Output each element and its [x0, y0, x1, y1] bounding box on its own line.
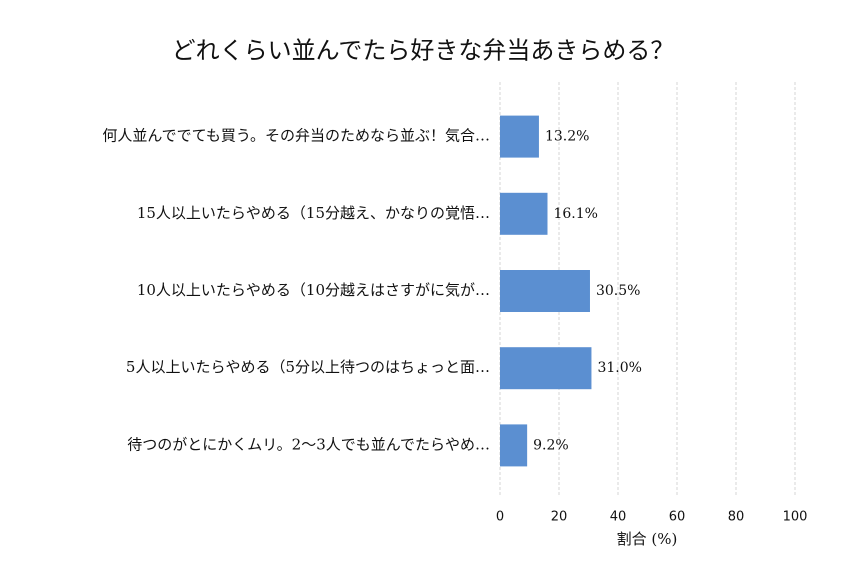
- x-axis-label: 割合 (%): [617, 530, 678, 548]
- x-tick-label: 80: [728, 510, 745, 525]
- x-tick-label: 40: [610, 510, 627, 525]
- y-tick-label: 10人以上いたらやめる（10分越えはさすがに気が…: [137, 281, 490, 299]
- chart-title: どれくらい並んでたら好きな弁当あきらめる？: [172, 37, 675, 65]
- y-tick-label: 何人並んででても買う。その弁当のためなら並ぶ！気合…: [102, 127, 490, 145]
- value-label: 16.1%: [553, 206, 597, 222]
- value-label: 9.2%: [533, 437, 569, 453]
- x-tick-label: 0: [496, 510, 504, 525]
- bar: [500, 424, 528, 467]
- y-tick-label: 5人以上いたらやめる（5分以上待つのはちょっと面…: [126, 358, 490, 376]
- value-label: 30.5%: [596, 283, 640, 299]
- value-label: 31.0%: [597, 360, 641, 376]
- y-tick-label: 待つのがとにかくムリ。2〜3人でも並んでたらやめ…: [127, 435, 490, 453]
- y-tick-label: 15人以上いたらやめる（15分越え、かなりの覚悟…: [137, 204, 490, 222]
- bar: [500, 192, 548, 235]
- x-tick-label: 60: [669, 510, 686, 525]
- value-label: 13.2%: [545, 129, 589, 145]
- bar: [500, 270, 590, 312]
- x-tick-label: 100: [783, 510, 808, 525]
- bar: [500, 347, 592, 390]
- bar: [500, 115, 539, 158]
- x-tick-label: 20: [551, 510, 568, 525]
